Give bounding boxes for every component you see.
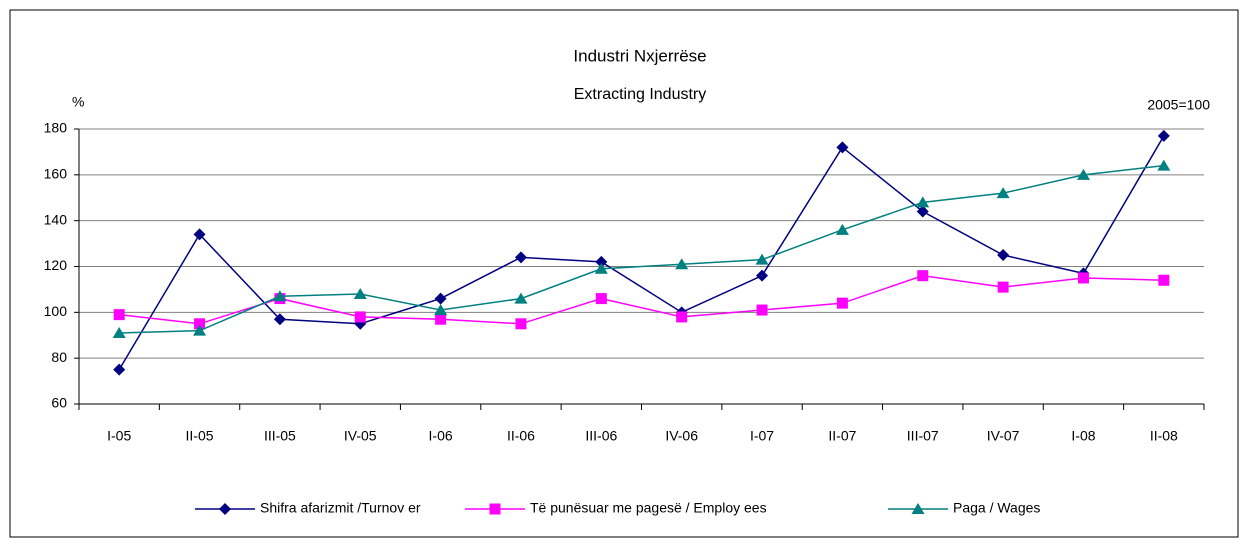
- marker: [113, 363, 126, 376]
- legend-label: Shifra afarizmit /Turnov er: [260, 500, 421, 516]
- marker: [595, 255, 608, 268]
- marker: [1077, 272, 1089, 284]
- marker: [219, 503, 231, 515]
- marker: [1157, 129, 1170, 142]
- marker: [273, 290, 287, 302]
- marker: [755, 253, 769, 265]
- marker: [756, 304, 768, 316]
- marker: [835, 223, 849, 235]
- marker: [997, 249, 1010, 262]
- marker: [193, 228, 206, 241]
- y-tick-label: 120: [44, 257, 68, 273]
- marker: [675, 258, 689, 270]
- marker: [354, 311, 366, 323]
- x-tick-label: I-06: [429, 428, 453, 444]
- marker: [273, 313, 286, 326]
- marker: [434, 304, 448, 316]
- y-tick-label: 180: [44, 120, 68, 136]
- marker: [1158, 274, 1170, 286]
- x-tick-label: IV-05: [344, 428, 377, 444]
- x-tick-label: II-05: [186, 428, 214, 444]
- annotation: 2005=100: [1147, 97, 1210, 113]
- marker: [112, 326, 126, 338]
- marker: [676, 311, 688, 323]
- series-line: [118, 135, 1165, 371]
- series-line: [119, 164, 1164, 334]
- marker: [113, 309, 125, 321]
- marker: [434, 292, 447, 305]
- marker: [911, 503, 925, 514]
- marker: [916, 196, 930, 208]
- chart-subtitle: Extracting Industry: [574, 86, 707, 103]
- marker: [595, 293, 607, 305]
- x-tick-label: IV-07: [987, 428, 1020, 444]
- y-axis-label: %: [72, 94, 84, 110]
- y-tick-label: 100: [44, 303, 68, 319]
- legend-label: Paga / Wages: [953, 500, 1040, 516]
- marker: [514, 292, 528, 304]
- chart-border: [9, 9, 1239, 538]
- x-tick-label: III-06: [585, 428, 617, 444]
- marker: [916, 205, 929, 218]
- y-tick-label: 60: [51, 395, 67, 411]
- marker: [997, 281, 1009, 293]
- marker: [194, 318, 206, 330]
- x-tick-label: I-07: [750, 428, 774, 444]
- marker: [836, 297, 848, 309]
- x-tick-label: III-07: [907, 428, 939, 444]
- chart-title: Industri Nxjerrëse: [573, 46, 706, 65]
- marker: [353, 288, 367, 299]
- marker: [996, 187, 1010, 199]
- marker: [836, 141, 849, 154]
- y-tick-label: 80: [51, 349, 67, 365]
- y-tick-label: 160: [44, 166, 68, 182]
- x-tick-label: I-05: [107, 428, 131, 444]
- marker: [489, 503, 501, 515]
- x-tick-label: IV-06: [665, 428, 698, 444]
- marker: [435, 313, 447, 325]
- marker: [1157, 159, 1171, 171]
- legend-label: Të punësuar me pagesë / Employ ees: [530, 500, 767, 516]
- marker: [193, 324, 207, 336]
- series-line: [119, 274, 1164, 325]
- marker: [1076, 168, 1090, 180]
- marker: [756, 269, 769, 282]
- x-tick-label: II-06: [507, 428, 535, 444]
- x-tick-label: II-08: [1150, 428, 1178, 444]
- x-tick-label: II-07: [828, 428, 856, 444]
- marker: [917, 270, 929, 282]
- y-tick-label: 140: [44, 211, 68, 227]
- marker: [515, 318, 527, 330]
- x-tick-label: III-05: [264, 428, 296, 444]
- marker: [514, 251, 527, 264]
- marker: [594, 262, 608, 274]
- x-tick-label: I-08: [1071, 428, 1095, 444]
